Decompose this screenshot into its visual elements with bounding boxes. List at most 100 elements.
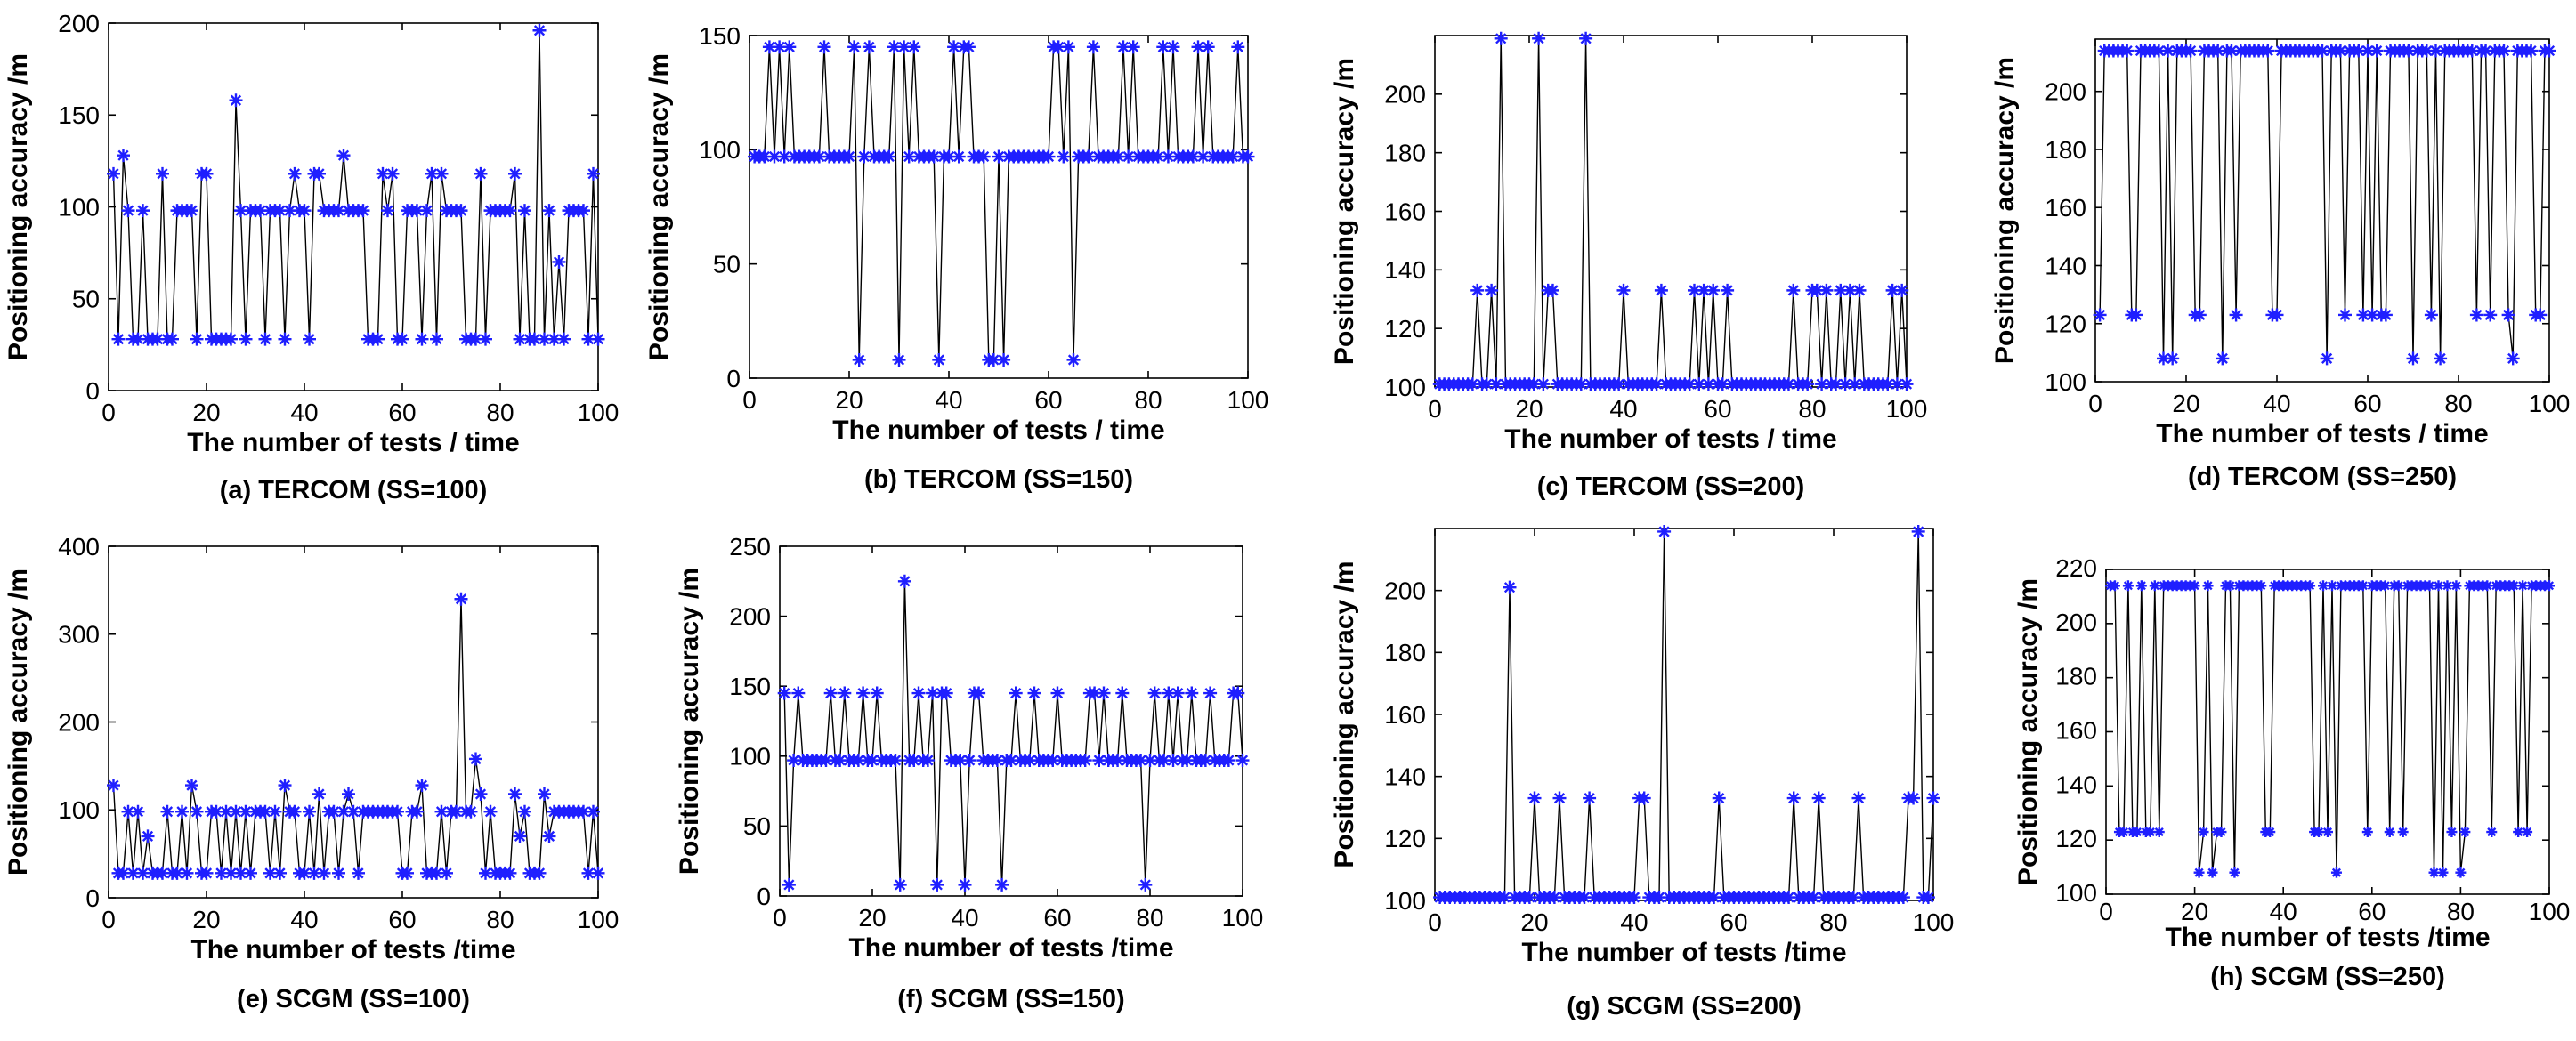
data-point bbox=[1782, 377, 1795, 391]
data-point bbox=[1637, 791, 1651, 805]
y-tick-label: 180 bbox=[1384, 139, 1426, 166]
data-point bbox=[1196, 149, 1211, 164]
data-point bbox=[2446, 827, 2458, 838]
data-point bbox=[1547, 891, 1561, 905]
data-point bbox=[1004, 754, 1018, 768]
y-tick-label: 250 bbox=[729, 533, 771, 561]
data-point bbox=[454, 204, 468, 218]
data-point bbox=[209, 804, 223, 819]
data-point bbox=[1115, 686, 1130, 700]
data-point bbox=[2384, 827, 2395, 838]
data-point bbox=[518, 804, 531, 819]
x-tick-label: 40 bbox=[2270, 898, 2297, 925]
data-point bbox=[150, 332, 165, 346]
data-point bbox=[1926, 791, 1940, 805]
data-point bbox=[2144, 827, 2156, 838]
data-point bbox=[2450, 580, 2462, 592]
data-point bbox=[229, 804, 243, 819]
data-point bbox=[175, 804, 189, 819]
data-point bbox=[888, 754, 903, 768]
data-point bbox=[958, 877, 972, 892]
data-point bbox=[503, 866, 517, 880]
data-point bbox=[254, 204, 267, 218]
data-point bbox=[2229, 867, 2240, 878]
data-point bbox=[1712, 791, 1726, 805]
y-axis-label: Positioning accuracy /m bbox=[675, 568, 704, 875]
data-point bbox=[2501, 308, 2515, 322]
data-point bbox=[2379, 580, 2391, 592]
data-point bbox=[215, 866, 228, 880]
data-point bbox=[2153, 827, 2165, 838]
data-point bbox=[2434, 351, 2448, 366]
data-point bbox=[1061, 40, 1075, 54]
data-point bbox=[518, 204, 531, 218]
data-point bbox=[1697, 283, 1711, 297]
data-point bbox=[1066, 352, 1081, 367]
panel-caption: (g) SCGM (SS=200) bbox=[1567, 992, 1801, 1021]
data-point bbox=[538, 787, 551, 801]
y-tick-label: 100 bbox=[2055, 879, 2097, 907]
data-point bbox=[1707, 891, 1721, 905]
data-point bbox=[1782, 891, 1796, 905]
data-point bbox=[961, 40, 976, 54]
data-point bbox=[1221, 754, 1235, 768]
data-point bbox=[346, 804, 360, 819]
data-point bbox=[199, 166, 214, 181]
data-point bbox=[1546, 283, 1559, 297]
data-point bbox=[2437, 867, 2449, 878]
data-point bbox=[976, 149, 991, 164]
x-tick-label: 80 bbox=[2447, 898, 2475, 925]
data-point bbox=[107, 779, 120, 793]
data-point bbox=[2131, 827, 2143, 838]
x-axis-label: The number of tests /time bbox=[1521, 938, 1846, 967]
data-point bbox=[777, 149, 791, 164]
data-point bbox=[2256, 580, 2267, 592]
data-point bbox=[258, 804, 272, 819]
data-point bbox=[1166, 40, 1180, 54]
data-point bbox=[415, 332, 429, 346]
data-point bbox=[508, 166, 522, 181]
data-point bbox=[434, 166, 449, 181]
x-tick-label: 100 bbox=[578, 399, 620, 426]
data-point bbox=[2305, 580, 2316, 592]
data-point bbox=[762, 40, 776, 54]
data-point bbox=[2322, 827, 2333, 838]
x-tick-label: 0 bbox=[742, 386, 757, 414]
y-tick-label: 200 bbox=[58, 10, 100, 37]
data-point bbox=[1527, 377, 1541, 391]
x-tick-label: 40 bbox=[290, 906, 318, 933]
data-point bbox=[1885, 283, 1900, 297]
data-point bbox=[430, 866, 443, 880]
plot-frame bbox=[2105, 569, 2550, 895]
data-point bbox=[1811, 791, 1826, 805]
data-point bbox=[557, 332, 571, 346]
data-point bbox=[312, 787, 326, 801]
data-point bbox=[2315, 44, 2329, 58]
x-tick-label: 80 bbox=[486, 399, 514, 426]
data-point bbox=[2419, 44, 2434, 58]
data-point bbox=[2361, 827, 2373, 838]
x-tick-label: 20 bbox=[2181, 898, 2208, 925]
x-tick-label: 60 bbox=[2353, 390, 2381, 417]
y-tick-label: 200 bbox=[729, 602, 771, 630]
y-axis-label: Positioning accuracy /m bbox=[2013, 578, 2043, 885]
data-point bbox=[847, 40, 862, 54]
data-point bbox=[892, 352, 906, 367]
y-axis-label: Positioning accuracy /m bbox=[1330, 58, 1359, 365]
y-tick-label: 0 bbox=[757, 883, 771, 910]
data-point bbox=[1834, 283, 1848, 297]
x-tick-label: 20 bbox=[835, 386, 863, 414]
x-tick-label: 60 bbox=[1720, 908, 1747, 936]
y-tick-label: 400 bbox=[58, 533, 100, 561]
data-point bbox=[1151, 149, 1165, 164]
data-point bbox=[352, 866, 365, 880]
x-tick-label: 80 bbox=[1136, 904, 1163, 932]
chart-panel-7: 0 20 40 60 80 100 100 120 140 160 180 200 The number… bbox=[1330, 524, 1954, 1021]
x-tick-label: 20 bbox=[858, 904, 886, 932]
series-line bbox=[754, 46, 1248, 361]
data-point bbox=[2442, 580, 2453, 592]
x-tick-label: 0 bbox=[1428, 395, 1442, 423]
data-point bbox=[1574, 377, 1588, 391]
data-point bbox=[1896, 891, 1910, 905]
data-point bbox=[117, 866, 130, 880]
